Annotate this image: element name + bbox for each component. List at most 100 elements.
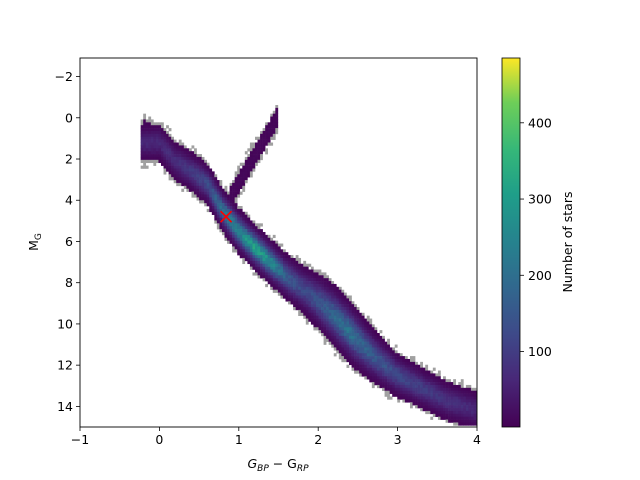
density-bin — [323, 330, 327, 334]
density-bin — [181, 145, 185, 149]
density-bin — [260, 154, 263, 158]
density-bin — [379, 356, 383, 360]
density-bin — [191, 182, 195, 187]
density-bin — [382, 338, 385, 342]
density-bin — [280, 255, 284, 259]
density-bin — [354, 361, 357, 366]
density-bin — [290, 255, 294, 259]
density-bin — [321, 324, 324, 328]
density-bin — [321, 307, 324, 311]
density-bin — [371, 347, 375, 351]
density-bin — [323, 333, 327, 337]
density-bin — [171, 142, 174, 146]
density-bin — [321, 312, 324, 316]
density-bin — [282, 269, 286, 273]
density-bin — [305, 292, 309, 296]
density-bin — [361, 356, 365, 360]
density-bin — [260, 257, 263, 262]
density-bin — [186, 154, 190, 158]
density-bin — [346, 307, 350, 311]
density-bin — [473, 399, 477, 403]
density-bin — [252, 234, 256, 239]
density-bin — [194, 188, 197, 192]
density-bin — [473, 387, 477, 392]
density-bin — [470, 399, 474, 403]
density-bin — [242, 162, 246, 166]
density-bin — [343, 344, 347, 348]
density-bin — [369, 373, 373, 377]
density-bin — [468, 396, 472, 400]
density-bin — [285, 263, 289, 267]
density-bin — [389, 350, 393, 354]
density-bin — [318, 309, 322, 314]
density-bin — [211, 211, 215, 215]
density-bin — [463, 419, 467, 423]
density-bin — [214, 182, 218, 187]
density-bin — [354, 338, 357, 342]
density-bin — [437, 373, 441, 377]
density-bin — [349, 356, 352, 360]
density-bin — [257, 139, 261, 143]
density-bin — [249, 223, 253, 227]
density-bin — [300, 269, 304, 273]
density-bin — [448, 379, 451, 383]
density-bin — [318, 301, 322, 305]
density-bin — [214, 220, 218, 224]
density-bin — [140, 122, 144, 126]
density-bin — [216, 194, 220, 198]
density-bin — [176, 156, 180, 161]
density-bin — [260, 156, 263, 161]
density-bin — [262, 145, 266, 149]
density-bin — [252, 151, 256, 155]
density-bin — [272, 234, 276, 239]
density-bin — [191, 185, 195, 189]
density-bin — [247, 217, 251, 221]
density-bin — [445, 419, 449, 423]
density-bin — [323, 281, 327, 285]
density-bin — [155, 148, 159, 152]
density-bin — [328, 338, 332, 342]
density-bin — [163, 151, 167, 155]
density-bin — [282, 286, 286, 291]
density-bin — [247, 171, 251, 175]
density-bin — [460, 413, 464, 417]
density-bin — [155, 130, 159, 135]
density-bin — [331, 301, 335, 305]
density-bin — [211, 203, 215, 207]
density-bin — [468, 393, 472, 397]
density-bin — [282, 249, 286, 253]
density-bin — [402, 393, 406, 397]
density-bin — [260, 263, 263, 267]
density-bin — [361, 367, 365, 371]
density-bin — [455, 405, 459, 409]
density-bin — [369, 330, 373, 334]
marker-stroke — [220, 210, 233, 223]
density-bin — [260, 148, 263, 152]
density-bin — [364, 353, 368, 357]
density-bin — [239, 243, 243, 247]
density-bin — [295, 275, 299, 279]
density-bin — [343, 318, 347, 322]
density-bin — [267, 240, 271, 244]
density-bin — [331, 335, 335, 340]
density-bin — [191, 177, 195, 181]
density-bin — [336, 307, 340, 311]
density-bin — [445, 405, 449, 409]
density-bin — [277, 278, 281, 282]
density-bin — [371, 333, 375, 337]
density-bin — [295, 307, 299, 311]
density-bin — [343, 304, 347, 308]
density-bin — [282, 257, 286, 262]
density-bin — [374, 356, 378, 360]
density-bin — [242, 185, 246, 189]
density-bin — [277, 289, 281, 293]
density-bin — [176, 180, 180, 184]
density-bin — [453, 387, 457, 392]
density-bin — [361, 364, 365, 368]
density-bin — [321, 295, 324, 299]
density-bin — [232, 243, 235, 247]
density-bin — [303, 272, 307, 276]
density-bin — [237, 206, 241, 210]
density-bin — [349, 318, 352, 322]
density-bin — [257, 142, 261, 146]
